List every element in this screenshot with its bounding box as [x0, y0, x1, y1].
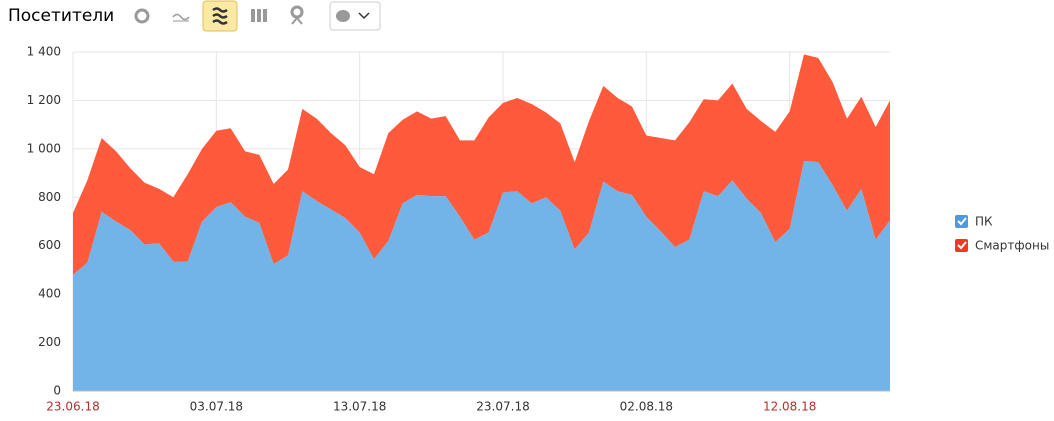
x-tick-label: 12.08.18	[763, 400, 816, 414]
y-tick-label: 1 200	[27, 93, 61, 107]
y-tick-label: 0	[53, 384, 61, 398]
line-button[interactable]	[172, 13, 190, 22]
areas	[73, 54, 890, 391]
x-tick-label: 02.08.18	[620, 400, 673, 414]
area	[73, 160, 890, 391]
chart-title: Посетители	[8, 6, 114, 26]
axis-labels: 0 200 400 600 800 1 000 1 200 1 400 23.06.18 03.0…	[27, 45, 817, 414]
x-tick-label: 03.07.18	[190, 400, 243, 414]
x-tick-label: 23.07.18	[476, 400, 529, 414]
bar-button[interactable]	[251, 9, 267, 22]
x-tick-label: 23.06.18	[46, 400, 99, 414]
legend-checkbox[interactable]	[955, 215, 968, 228]
map-button[interactable]	[290, 5, 304, 25]
x-tick-label: 13.07.18	[333, 400, 386, 414]
y-tick-label: 200	[38, 335, 61, 349]
notes-dropdown[interactable]	[329, 1, 381, 31]
pie-button[interactable]	[134, 8, 150, 24]
y-tick-label: 800	[38, 190, 61, 204]
area-button[interactable]	[202, 0, 238, 32]
legend: ПК Смартфоны	[955, 215, 1049, 253]
y-tick-label: 400	[38, 287, 61, 301]
y-tick-label: 600	[38, 238, 61, 252]
legend-label: Смартфоны	[975, 239, 1049, 253]
y-tick-label: 1 400	[27, 45, 61, 59]
legend-checkbox[interactable]	[955, 239, 968, 252]
toolbar	[134, 0, 381, 32]
area	[73, 54, 890, 275]
legend-label: ПК	[975, 215, 993, 229]
y-tick-label: 1 000	[27, 141, 61, 155]
